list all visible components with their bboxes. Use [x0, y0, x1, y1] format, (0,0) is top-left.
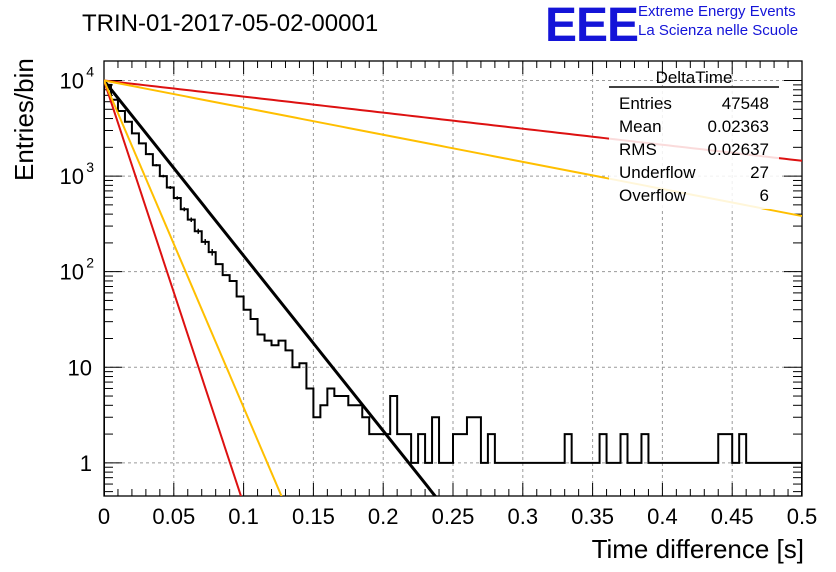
- stats-value: 0.02637: [708, 140, 769, 159]
- stats-label: RMS: [619, 140, 657, 159]
- x-tick-label: 0.05: [152, 504, 195, 529]
- stats-value: 6: [760, 186, 769, 205]
- y-tick-exponent: 3: [86, 159, 94, 175]
- y-tick-exponent: 4: [86, 64, 94, 80]
- x-tick-label: 0.3: [508, 504, 539, 529]
- curve-fit: [104, 79, 438, 496]
- x-tick-label: 0.4: [647, 504, 678, 529]
- stats-label: Underflow: [619, 163, 696, 182]
- x-tick-label: 0.15: [292, 504, 335, 529]
- x-axis-label: Time difference [s]: [591, 534, 804, 564]
- eee-logo: EEE: [545, 0, 639, 52]
- y-tick-label: 10: [60, 69, 84, 94]
- x-tick-label: 0.45: [711, 504, 754, 529]
- y-tick-label: 1: [80, 451, 92, 476]
- stats-value: 0.02363: [708, 117, 769, 136]
- x-tick-label: 0.25: [432, 504, 475, 529]
- stats-label: Overflow: [619, 186, 687, 205]
- stats-label: Entries: [619, 94, 672, 113]
- stats-label: Mean: [619, 117, 662, 136]
- curve-red-steep: [104, 80, 242, 496]
- y-tick-exponent: 2: [86, 255, 94, 271]
- y-tick-label: 10: [60, 164, 84, 189]
- stats-box-title: DeltaTime: [656, 68, 733, 87]
- stats-value: 47548: [722, 94, 769, 113]
- chart-title: TRIN-01-2017-05-02-00001: [82, 10, 379, 37]
- curve-orange-steep: [104, 80, 283, 496]
- x-tick-label: 0.35: [571, 504, 614, 529]
- x-tick-label: 0.2: [368, 504, 399, 529]
- stats-value: 27: [750, 163, 769, 182]
- x-tick-label: 0.1: [228, 504, 259, 529]
- y-tick-label: 10: [60, 260, 84, 285]
- x-tick-label: 0: [98, 504, 110, 529]
- logo-line-1: Extreme Energy Events: [638, 3, 796, 20]
- y-tick-label: 10: [68, 355, 92, 380]
- histogram-line: [104, 83, 802, 496]
- x-tick-label: 0.5: [787, 504, 818, 529]
- logo-line-2: La Scienza nelle Scuole: [638, 22, 799, 39]
- stats-box-bg: [609, 86, 779, 209]
